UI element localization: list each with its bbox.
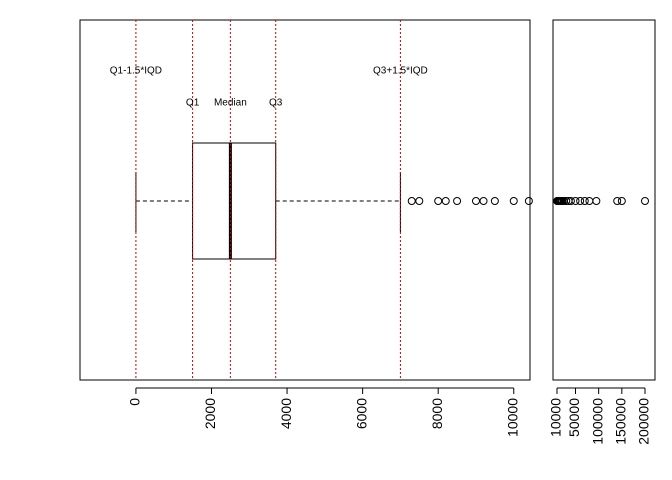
x-tick-label: 50000 bbox=[566, 398, 582, 437]
outlier bbox=[613, 197, 622, 205]
plot-frame bbox=[552, 19, 656, 381]
reference-label: Q1-1.5*IQD bbox=[110, 66, 162, 77]
outlier bbox=[562, 197, 571, 205]
outlier bbox=[471, 197, 480, 205]
reference-label: Q3 bbox=[269, 98, 283, 109]
x-tick-label: 10000 bbox=[504, 398, 520, 437]
x-tick-label: 4000 bbox=[278, 398, 294, 429]
outlier bbox=[434, 197, 443, 205]
x-tick-label: 6000 bbox=[353, 398, 369, 429]
x-tick-label: 150000 bbox=[613, 398, 629, 445]
x-tick-label: 8000 bbox=[429, 398, 445, 429]
outlier bbox=[441, 197, 450, 205]
outlier bbox=[490, 197, 499, 205]
outlier bbox=[580, 197, 589, 205]
outlier bbox=[407, 197, 416, 205]
outlier bbox=[509, 197, 518, 205]
outlier bbox=[585, 197, 594, 205]
outlier bbox=[415, 197, 424, 205]
reference-label: Q3+1.5*IQD bbox=[373, 66, 428, 77]
x-tick-label: 200000 bbox=[636, 398, 652, 445]
outlier bbox=[453, 197, 462, 205]
outlier bbox=[640, 197, 649, 205]
outlier bbox=[592, 197, 601, 205]
outlier bbox=[479, 197, 488, 205]
x-tick-label: 10000 bbox=[548, 398, 564, 437]
x-tick-label: 2000 bbox=[202, 398, 218, 429]
x-tick-label: 0 bbox=[127, 398, 143, 406]
x-tick-label: 100000 bbox=[589, 398, 605, 445]
outlier bbox=[617, 197, 626, 205]
outlier bbox=[566, 197, 575, 205]
reference-label: Q1 bbox=[186, 98, 200, 109]
box bbox=[192, 142, 277, 260]
outlier bbox=[524, 197, 533, 205]
outlier bbox=[571, 197, 580, 205]
plot-frame bbox=[79, 19, 531, 381]
outlier bbox=[576, 197, 585, 205]
reference-label: Median bbox=[214, 98, 247, 109]
